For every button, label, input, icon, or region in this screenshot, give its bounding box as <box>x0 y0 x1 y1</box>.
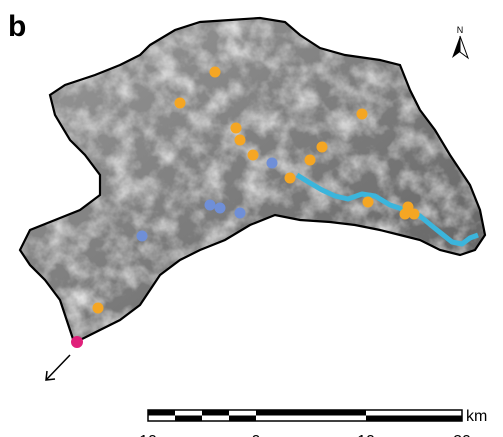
site <box>248 150 259 161</box>
map: b N km 10 0 10 20 <box>0 0 503 437</box>
site <box>175 98 186 109</box>
site <box>363 197 374 208</box>
site <box>235 135 246 146</box>
panel-label: b <box>8 10 26 43</box>
site <box>285 173 296 184</box>
site <box>357 109 368 120</box>
site <box>235 208 246 219</box>
north-label: N <box>457 25 464 35</box>
site <box>93 303 104 314</box>
site <box>305 155 316 166</box>
scale-label: 10 <box>139 433 157 437</box>
scale-label: 0 <box>252 433 261 437</box>
site <box>205 200 216 211</box>
site <box>267 158 278 169</box>
page: b N km 10 0 10 20 (() => { const data = … <box>0 0 503 437</box>
site <box>137 231 148 242</box>
site <box>210 67 221 78</box>
site <box>317 142 328 153</box>
scale-label: 20 <box>453 433 471 437</box>
site <box>215 203 226 214</box>
scale-unit: km <box>466 408 487 425</box>
scale-label: 10 <box>357 433 375 437</box>
site <box>231 123 242 134</box>
site <box>400 209 411 220</box>
outlet <box>71 336 83 348</box>
